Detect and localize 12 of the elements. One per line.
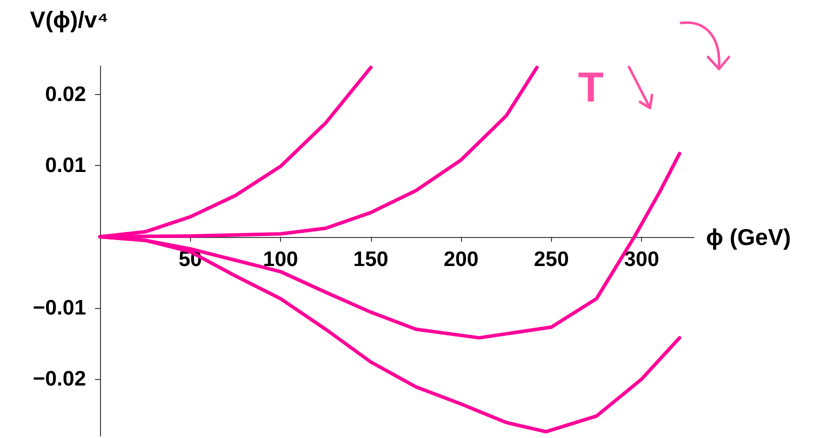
x-tick-label: 250 — [534, 248, 569, 271]
y-tick-label: 0.02 — [45, 82, 86, 106]
annotation: T — [578, 64, 604, 110]
x-tick-label: 300 — [624, 248, 660, 271]
x-tick-label: 200 — [444, 248, 479, 271]
x-axis-title: ϕ (GeV) — [706, 224, 791, 250]
x-tick-label: 150 — [353, 248, 388, 271]
y-tick-label: 0.01 — [45, 154, 86, 178]
y-axis-title: V(ϕ)/v⁴ — [30, 6, 108, 32]
x-tick-label: 100 — [263, 248, 298, 271]
y-tick-label: −0.01 — [32, 296, 86, 320]
y-tick-label: −0.02 — [32, 368, 86, 391]
